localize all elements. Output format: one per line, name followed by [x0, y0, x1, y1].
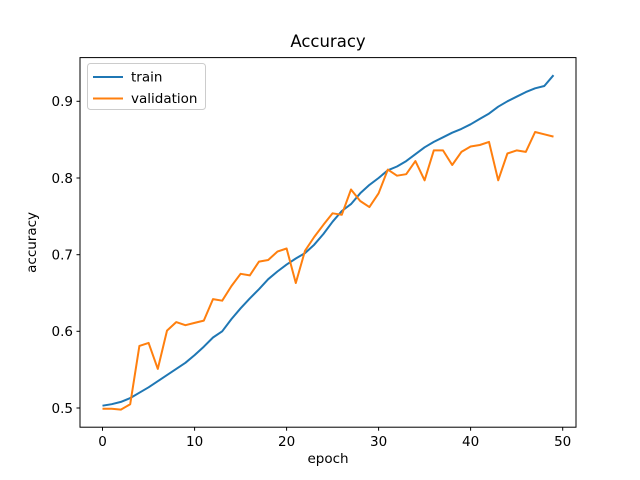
y-tick-label: 0.9 — [52, 94, 73, 110]
x-axis-label: epoch — [307, 451, 348, 467]
y-tick-label: 0.7 — [52, 248, 73, 264]
chart-title: Accuracy — [290, 32, 366, 51]
legend: train validation — [87, 63, 206, 110]
x-tick-label: 50 — [554, 434, 571, 450]
y-tick-label: 0.6 — [52, 324, 73, 340]
x-tick-label: 30 — [370, 434, 387, 450]
y-axis-label: accuracy — [24, 212, 40, 273]
x-tick-label: 0 — [98, 434, 107, 450]
x-tick-label: 40 — [462, 434, 479, 450]
plot-lines — [102, 74, 555, 411]
axes-spines — [79, 57, 577, 428]
train-line — [102, 74, 555, 407]
legend-label-validation: validation — [131, 91, 197, 107]
y-tick-label: 0.8 — [52, 171, 73, 187]
y-axis-ticks: 0.5 0.6 0.7 0.8 0.9 — [52, 94, 80, 417]
legend-label-train: train — [131, 70, 162, 86]
x-axis-ticks: 0 10 20 30 40 50 — [98, 427, 571, 450]
x-tick-label: 10 — [186, 434, 203, 450]
x-tick-label: 20 — [278, 434, 295, 450]
validation-line — [102, 131, 554, 411]
y-tick-label: 0.5 — [52, 401, 73, 417]
